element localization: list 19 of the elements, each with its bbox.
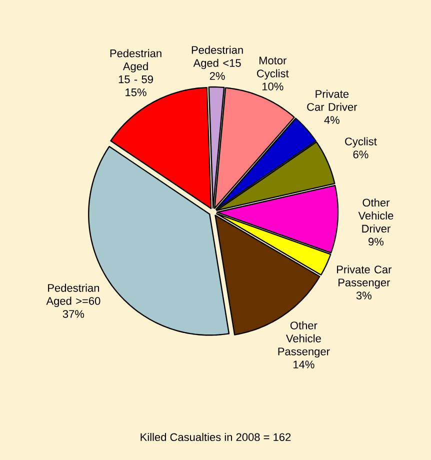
slice-label: Pedestrian Aged 15 - 59 (110, 49, 162, 84)
slice-label: Private Car Passenger (337, 265, 392, 289)
data-label: 37% (62, 310, 84, 318)
data-label: 9% (368, 238, 384, 246)
data-label: 4% (324, 116, 340, 124)
data-label: 15% (126, 88, 146, 96)
slice-label: Pedestrian Aged <15 (192, 46, 243, 70)
data-label: 3% (356, 292, 372, 300)
slice-label: Private Car Driver (307, 90, 358, 111)
slice-label: Other Vehicle Passenger (278, 321, 330, 358)
data-label: 6% (353, 150, 368, 158)
slice-label: Pedestrian Aged >=60 (46, 284, 100, 308)
slice-label: Cyclist (345, 137, 377, 148)
text: Killed Casualties in 2008 = 162 (140, 432, 291, 442)
data-label: 14% (294, 360, 314, 368)
data-label: 2% (210, 72, 225, 80)
data-label: 10% (262, 82, 284, 90)
slice-label: Other Vehicle Driver (358, 198, 394, 233)
slice-label: Motor Cyclist (257, 56, 289, 80)
